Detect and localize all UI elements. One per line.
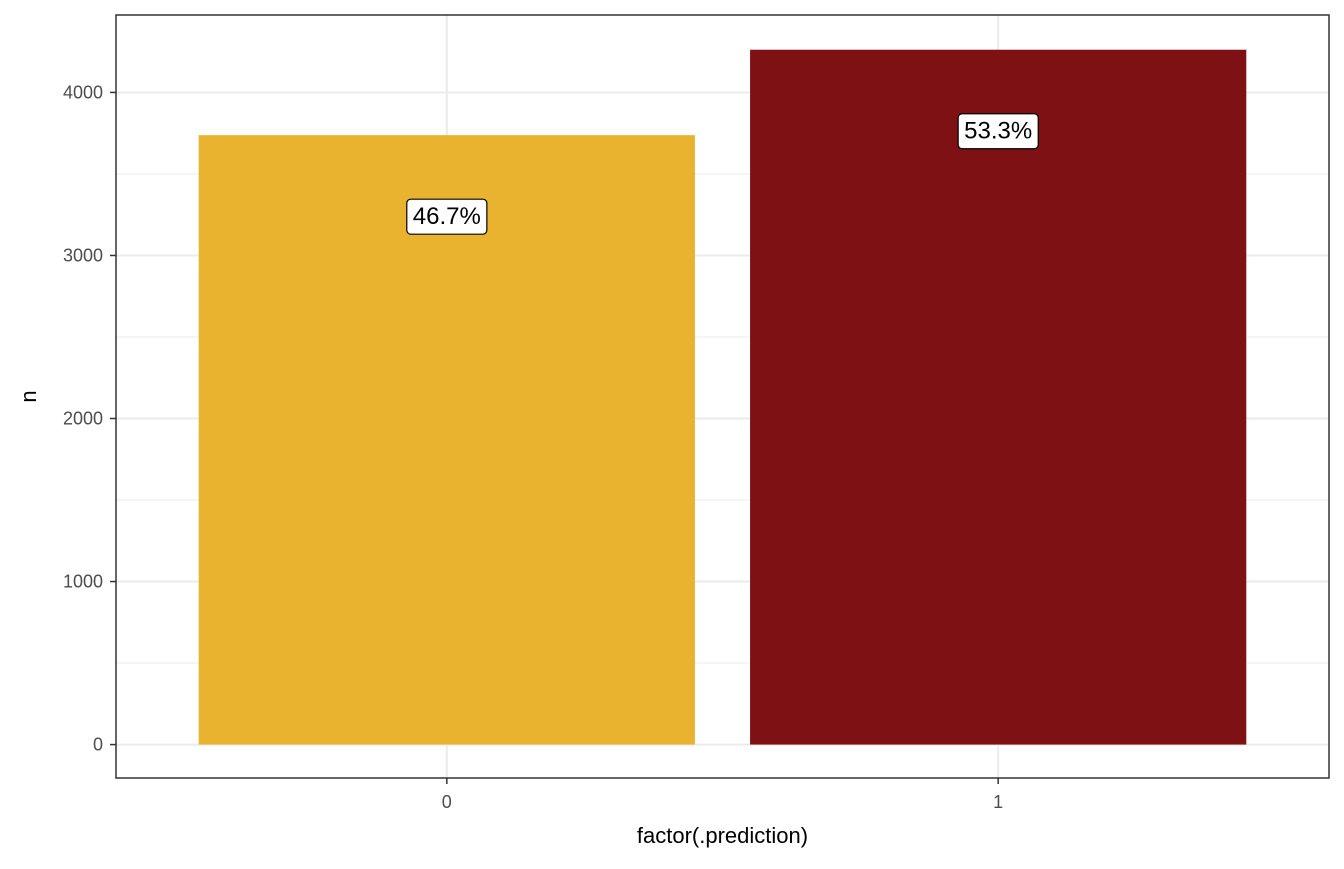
x-axis-title: factor(.prediction) — [637, 823, 808, 848]
data-label-0: 46.7% — [406, 198, 488, 235]
y-tick-label: 1000 — [63, 572, 103, 592]
plot-panel-border — [115, 14, 1330, 779]
y-tick-label: 3000 — [63, 245, 103, 265]
x-tick-label: 1 — [993, 792, 1003, 812]
data-label-box — [406, 198, 488, 235]
bar-0 — [198, 135, 695, 745]
data-label-box — [957, 113, 1039, 150]
data-label-text: 53.3% — [964, 118, 1032, 145]
y-axis-title: n — [16, 390, 41, 402]
y-tick-label: 4000 — [63, 82, 103, 102]
x-tick-label: 0 — [442, 792, 452, 812]
data-label-text: 46.7% — [413, 203, 481, 230]
y-tick-label: 2000 — [63, 409, 103, 429]
data-label-1: 53.3% — [957, 113, 1039, 150]
y-tick-label: 0 — [93, 735, 103, 755]
bar-1 — [750, 49, 1247, 745]
